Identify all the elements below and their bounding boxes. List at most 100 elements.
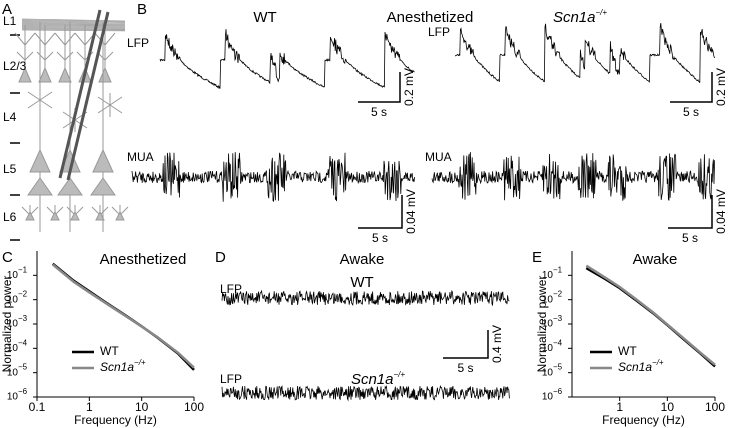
x-tick-label: 100 (705, 400, 725, 414)
panel-letter: C (2, 249, 13, 266)
x-tick-label: 1 (616, 400, 623, 414)
x-tick-label: 1 (86, 400, 93, 414)
legend-label: WT (618, 344, 637, 358)
axon (21, 23, 126, 26)
stellate (97, 93, 123, 117)
group-title: WT (253, 9, 276, 26)
soma (29, 148, 51, 173)
y-tick-label: 10−6 (7, 387, 28, 403)
axon (21, 24, 126, 27)
y-tick-label: 10−1 (542, 265, 563, 281)
trace (221, 385, 510, 402)
group-title: Scn1a−/+ (553, 8, 607, 26)
soma (50, 210, 60, 221)
electrode (58, 9, 102, 179)
x-tick-label: 10 (661, 400, 675, 414)
soma (90, 177, 116, 196)
psd-line (52, 263, 195, 369)
legend-label: WT (100, 344, 119, 358)
soma (70, 210, 80, 221)
scale-label: 0.04 mV (404, 189, 418, 234)
trace-label: LFP (127, 36, 149, 50)
axon (21, 20, 126, 24)
axon (21, 21, 126, 25)
soma (115, 210, 125, 221)
legend-label: Scn1a−/+ (100, 358, 146, 374)
y-tick-label: 10−1 (7, 265, 28, 281)
dendrite (94, 32, 116, 61)
soma (95, 210, 105, 221)
panel-letter: E (532, 249, 542, 266)
dendrite (74, 32, 96, 61)
soma (58, 66, 72, 83)
trace-label: MUA (425, 150, 452, 164)
layer-label: L6 (3, 210, 17, 224)
cortex-diagram (10, 9, 129, 241)
condition-title: Anesthetized (387, 9, 474, 26)
y-tick-label: 10−6 (542, 387, 563, 403)
soma (25, 210, 35, 221)
trace (131, 152, 415, 203)
scale-bar (443, 330, 489, 359)
axon (21, 27, 126, 30)
scale-bar (358, 195, 403, 229)
scale-label: 0.2 mV (402, 68, 416, 106)
scale-label: 5 s (457, 361, 473, 375)
x-tick-label: 0.1 (29, 400, 46, 414)
y-axis-label: Normalized power (0, 276, 14, 373)
soma (27, 177, 53, 196)
trace (454, 22, 716, 83)
y-axis-label: Normalized power (535, 276, 549, 373)
x-tick-label: 10 (135, 400, 149, 414)
axon (21, 28, 126, 31)
group-title: WT (350, 274, 373, 291)
trace-label: MUA (127, 150, 154, 164)
axon (21, 18, 126, 22)
dendrite (14, 32, 36, 61)
scale-label: 0.2 mV (714, 68, 728, 106)
trace-label: LFP (428, 25, 450, 39)
scale-label: 0.4 mV (490, 325, 504, 363)
soma (92, 148, 114, 173)
stellate (27, 88, 53, 112)
layer-label: L5 (3, 162, 17, 176)
layer-label: L1 (3, 14, 17, 28)
trace-label: LFP (220, 372, 242, 386)
trace (431, 152, 715, 201)
scale-bar (670, 72, 713, 103)
trace-label: LFP (220, 282, 242, 296)
axon (21, 25, 126, 28)
axon (21, 22, 126, 25)
x-tick-label: 100 (184, 400, 204, 414)
condition-title: Awake (340, 251, 385, 268)
chart-title: Anesthetized (100, 251, 187, 268)
soma (18, 66, 32, 83)
scale-bar (668, 195, 713, 229)
panel-letter: B (137, 1, 147, 18)
layer-label: L2/3 (3, 59, 27, 73)
axes (36, 251, 194, 398)
layer-label: L4 (3, 110, 17, 124)
psd-line (52, 262, 195, 371)
group-title: Scn1a−/+ (351, 370, 405, 388)
scale-label: 5 s (371, 105, 387, 119)
scale-label: 0.04 mV (714, 189, 728, 234)
axon (21, 29, 126, 32)
axon (21, 19, 126, 23)
electrode (66, 11, 110, 181)
x-axis-label: Frequency (Hz) (74, 413, 157, 427)
panel-letter: A (2, 1, 12, 18)
axon (21, 26, 126, 29)
soma (98, 66, 112, 83)
soma (38, 66, 52, 83)
panel-letter: D (215, 249, 226, 266)
psd-line (585, 264, 716, 366)
chart-title: Awake (633, 251, 678, 268)
trace (221, 289, 510, 307)
scale-bar (358, 72, 401, 103)
scale-label: 5 s (372, 231, 388, 245)
legend-label: Scn1a−/+ (618, 358, 664, 374)
soma (57, 177, 83, 196)
trace (159, 29, 415, 89)
